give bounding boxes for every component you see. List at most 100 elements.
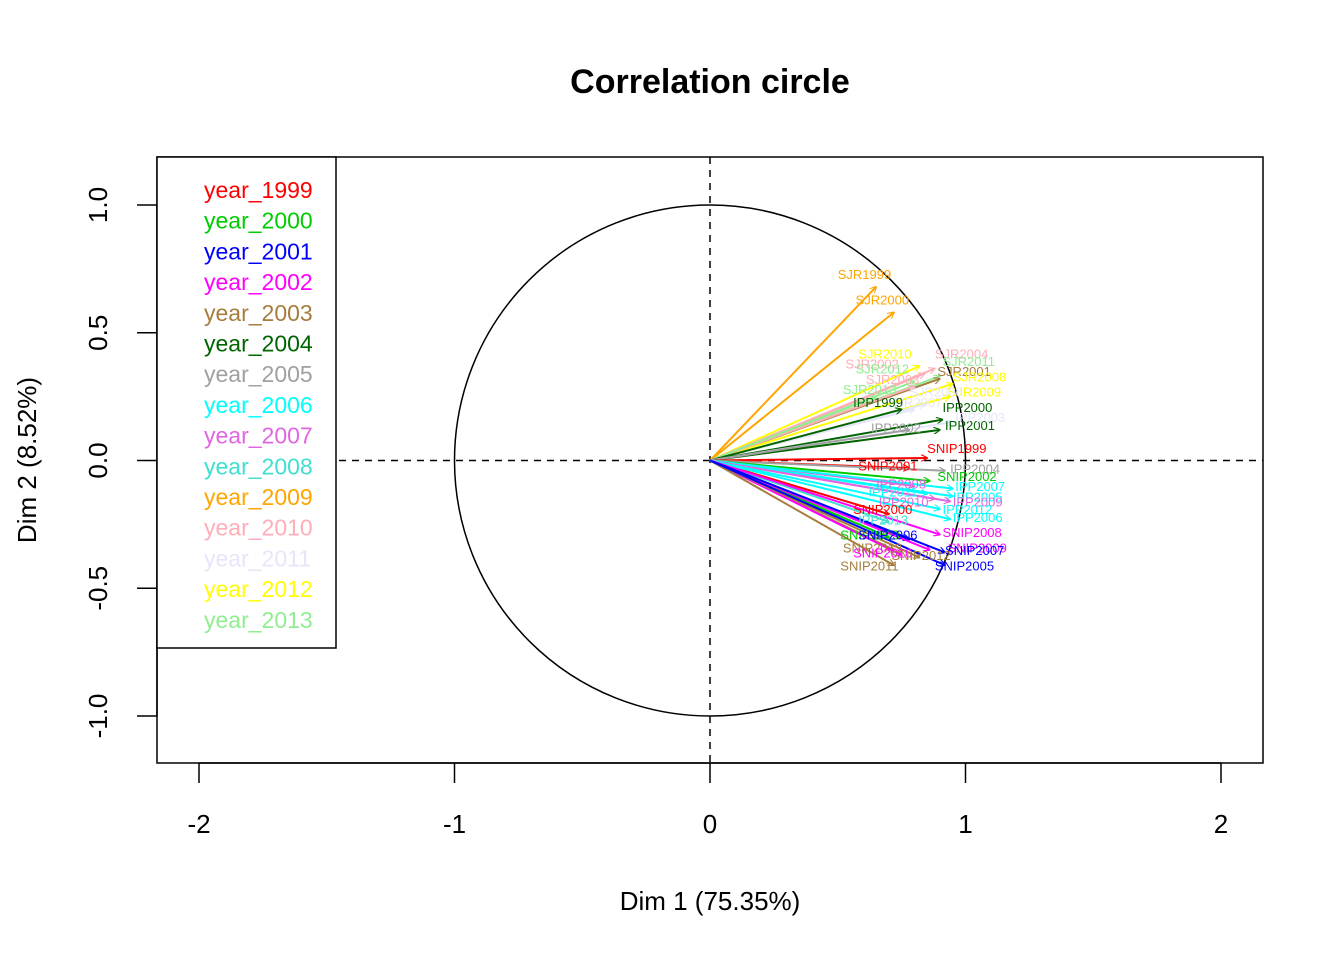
vector-sjr2010 — [709, 366, 920, 462]
vector-arrow — [709, 459, 940, 535]
vector-snip2007 — [709, 459, 945, 553]
y-tick-label: 0.0 — [83, 442, 113, 478]
x-tick-label: 2 — [1214, 809, 1228, 839]
vector-label: SNIP2008 — [943, 525, 1002, 540]
vector-label: SJR2013 — [843, 382, 896, 397]
vector-label: SJR2008 — [953, 369, 1006, 384]
legend-entry: year_2003 — [204, 300, 313, 326]
vector-label: SNIP2009 — [948, 540, 1007, 555]
x-tick-label: -2 — [187, 809, 210, 839]
x-tick-label: 0 — [703, 809, 717, 839]
legend-entry: year_2006 — [204, 392, 313, 418]
y-tick-label: 0.5 — [83, 315, 113, 351]
vector-snip1999 — [709, 458, 927, 461]
vector-sjr1999 — [709, 287, 876, 462]
legend-entry: year_2001 — [204, 238, 313, 264]
vector-ipp1999 — [709, 409, 902, 462]
vector-label: SNIP2012 — [891, 548, 950, 563]
vector-arrow — [709, 459, 953, 489]
vector-label: SJR2011 — [943, 354, 996, 369]
vector-sjr2013 — [709, 397, 876, 462]
legend-entry: year_2013 — [204, 607, 313, 633]
legend-entry: year_2011 — [204, 545, 311, 571]
vector-arrow — [709, 397, 876, 462]
vector-label: SJR2001 — [937, 364, 990, 379]
legend-entry: year_1999 — [204, 177, 313, 203]
vector-ipp2002 — [709, 430, 909, 462]
legend-entry: year_2008 — [204, 453, 313, 479]
vector-label: IPP2006 — [953, 510, 1003, 525]
vector-label: IPP1999 — [853, 395, 903, 410]
vector-arrow — [709, 430, 909, 462]
vector-label: IPP2007 — [955, 479, 1005, 494]
vector-label: IPP2005 — [953, 489, 1003, 504]
vector-arrow — [709, 312, 894, 462]
vector-label: SJR2002 — [845, 357, 898, 372]
vector-label: SNIP1999 — [927, 441, 986, 456]
vector-label: SNIP2005 — [935, 558, 994, 573]
vector-label: SNIP2013 — [843, 540, 902, 555]
vector-ipp2012 — [709, 459, 940, 510]
vector-arrow — [709, 459, 945, 553]
vector-label: SNIP2011 — [840, 558, 898, 573]
vector-label: SJR2009 — [948, 385, 1001, 400]
vector-label: SJR2006 — [909, 385, 962, 400]
vector-arrow — [709, 459, 950, 502]
legend-entry: year_2005 — [204, 361, 313, 387]
axis-ticks: -2 -1 0 1 2 -1.0 -0.5 0.0 0.5 1.0 — [83, 187, 1228, 839]
legend-entry: year_2007 — [204, 423, 313, 449]
vector-snip2011 — [709, 459, 894, 566]
vector-ipp2004 — [709, 459, 945, 471]
vector-label: IPP2013 — [858, 512, 908, 527]
x-axis-label: Dim 1 (75.35%) — [620, 886, 801, 916]
vector-label: IPP2001 — [945, 418, 995, 433]
vector-label: IPP2008 — [876, 477, 926, 492]
legend-entry: year_2009 — [204, 484, 313, 510]
vector-label: SNIP2010 — [853, 546, 912, 561]
vector-arrow — [709, 459, 894, 566]
vector-arrow — [709, 459, 945, 471]
vector-label: SNIP2003 — [840, 528, 899, 543]
vector-arrow — [709, 287, 876, 462]
vector-label: SJR2000 — [856, 293, 909, 308]
vector-arrow — [709, 459, 940, 510]
legend-entry: year_2002 — [204, 269, 313, 295]
y-tick-label: 1.0 — [83, 187, 113, 223]
legend-entry: year_2004 — [204, 331, 313, 357]
legend: year_1999 year_2000 year_2001 year_2002year… — [156, 156, 337, 649]
chart-title: Correlation circle — [570, 63, 850, 101]
vector-label: IPP2009 — [953, 494, 1003, 509]
vector-label: IPP2004 — [950, 461, 1000, 476]
vector-label: SNIP2001 — [858, 459, 917, 474]
vector-label: IPP2000 — [943, 400, 993, 415]
vector-label: IPP2011 — [868, 484, 917, 499]
vector-label: SJR1999 — [838, 267, 891, 282]
vector-label: SNIP2000 — [853, 502, 912, 517]
y-axis-label: Dim 2 (8.52%) — [12, 377, 42, 543]
vector-arrow — [709, 458, 927, 461]
vector-ipp2007 — [709, 459, 953, 489]
legend-entry: year_2010 — [204, 515, 313, 541]
vector-label: SJR2003 — [866, 372, 919, 387]
vector-label: SJR2007 — [889, 395, 942, 410]
vector-ipp2009 — [709, 459, 950, 502]
vector-label: IPP2012 — [943, 502, 993, 517]
vector-label: SNIP2006 — [858, 528, 917, 543]
vector-label: SNIP2007 — [945, 543, 1004, 558]
legend-entry: year_2000 — [204, 208, 313, 234]
vector-label: SJR2012 — [856, 362, 909, 377]
legend-entry: year_2012 — [204, 576, 313, 602]
vector-snip2008 — [709, 459, 940, 535]
x-tick-label: 1 — [958, 809, 972, 839]
vector-arrow — [709, 384, 953, 462]
y-tick-label: -0.5 — [83, 566, 113, 611]
vector-label: IPP2002 — [871, 420, 921, 435]
vector-sjr2000 — [709, 312, 894, 462]
legend-box — [156, 156, 337, 649]
vector-label: SJR2010 — [858, 346, 911, 361]
vector-sjr2008 — [709, 384, 953, 462]
vector-arrow — [709, 366, 920, 462]
vector-arrow — [709, 459, 945, 566]
